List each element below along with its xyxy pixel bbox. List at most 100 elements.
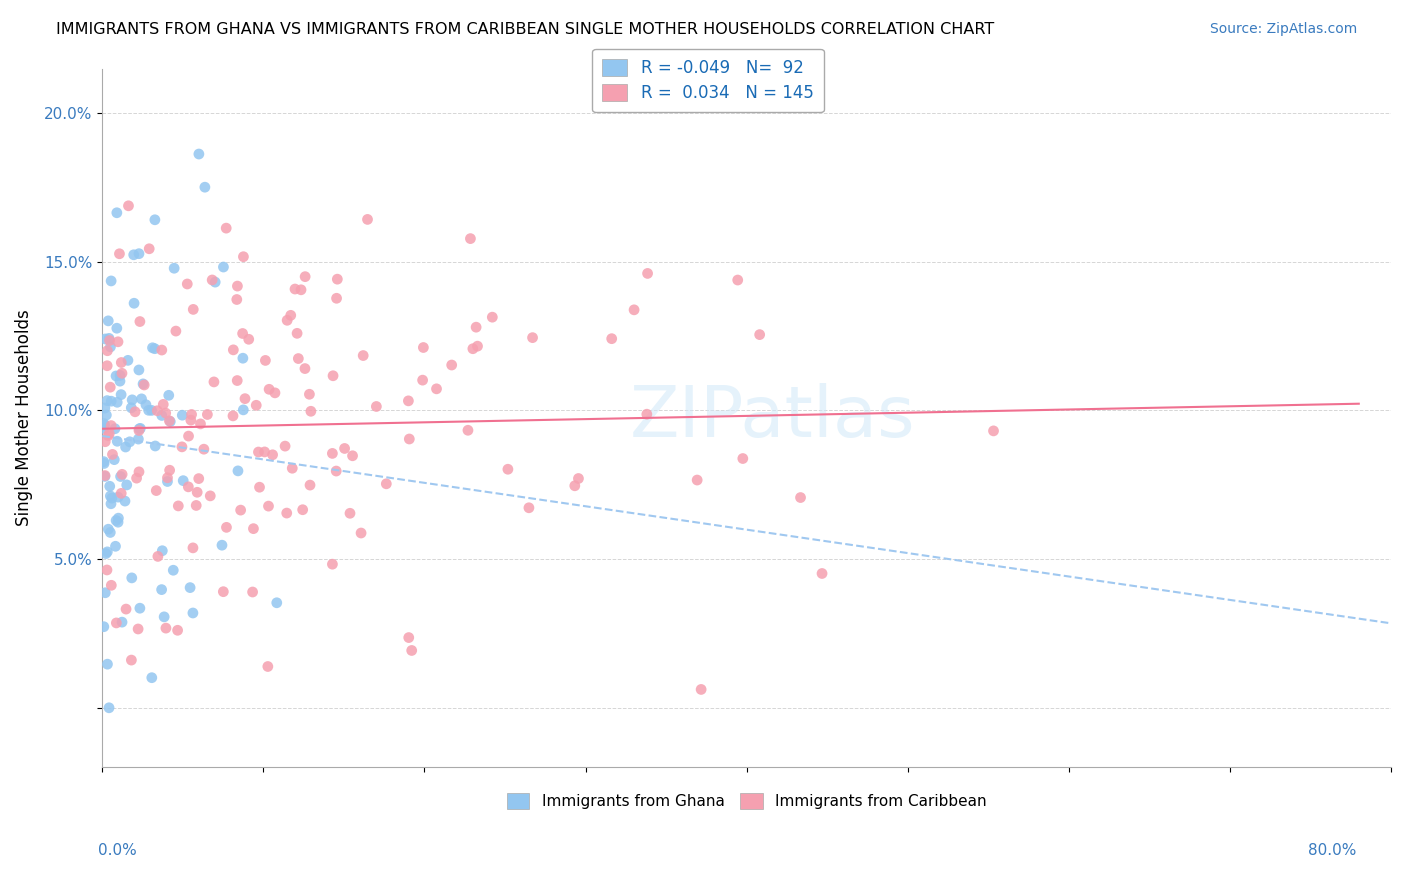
Point <box>96 563 118 577</box>
Point <box>299 404 322 418</box>
Point <box>105 321 128 335</box>
Point <box>253 445 276 459</box>
Point <box>141 341 163 355</box>
Point <box>262 448 284 462</box>
Point <box>276 506 298 520</box>
Point <box>162 563 184 577</box>
Point <box>181 541 204 555</box>
Point <box>138 242 160 256</box>
Point <box>247 445 270 459</box>
Point <box>600 332 623 346</box>
Point <box>150 582 173 597</box>
Point <box>156 471 179 485</box>
Point <box>100 497 122 511</box>
Point <box>290 283 312 297</box>
Point <box>108 246 131 260</box>
Point <box>229 503 252 517</box>
Point <box>215 520 238 534</box>
Point <box>94 401 117 415</box>
Point <box>375 476 398 491</box>
Point <box>159 415 181 429</box>
Point <box>157 414 180 428</box>
Point <box>352 349 374 363</box>
Point <box>212 260 235 274</box>
Point <box>256 659 278 673</box>
Point <box>141 403 163 417</box>
Point <box>517 500 540 515</box>
Point <box>176 277 198 291</box>
Point <box>124 405 146 419</box>
Point <box>110 387 132 401</box>
Point <box>128 465 150 479</box>
Point <box>226 279 249 293</box>
Point <box>481 310 503 325</box>
Point <box>97 428 120 442</box>
Point <box>983 424 1005 438</box>
Point <box>727 273 749 287</box>
Point <box>811 566 834 581</box>
Point <box>115 602 138 616</box>
Point <box>107 490 129 504</box>
Point <box>190 417 212 431</box>
Point <box>107 511 129 525</box>
Point <box>100 578 122 592</box>
Point <box>396 393 419 408</box>
Point <box>157 388 180 402</box>
Point <box>425 382 447 396</box>
Point <box>195 408 218 422</box>
Point <box>105 514 128 528</box>
Point <box>128 314 150 328</box>
Point <box>93 417 115 431</box>
Point <box>110 486 132 500</box>
Point <box>141 671 163 685</box>
Point <box>226 464 249 478</box>
Point <box>567 471 589 485</box>
Point <box>134 378 156 392</box>
Point <box>280 309 302 323</box>
Point <box>398 432 420 446</box>
Point <box>100 340 122 354</box>
Y-axis label: Single Mother Households: Single Mother Households <box>15 310 32 526</box>
Point <box>156 475 179 489</box>
Point <box>356 212 378 227</box>
Point <box>398 631 420 645</box>
Point <box>150 543 173 558</box>
Point <box>121 571 143 585</box>
Point <box>180 408 202 422</box>
Point <box>131 392 153 406</box>
Point <box>98 380 121 394</box>
Point <box>93 455 115 469</box>
Point <box>366 400 388 414</box>
Point <box>731 451 754 466</box>
Point <box>153 610 176 624</box>
Point <box>350 526 373 541</box>
Point <box>165 324 187 338</box>
Point <box>232 351 254 366</box>
Point <box>285 326 308 341</box>
Point <box>103 452 125 467</box>
Text: IMMIGRANTS FROM GHANA VS IMMIGRANTS FROM CARIBBEAN SINGLE MOTHER HOUSEHOLDS CORR: IMMIGRANTS FROM GHANA VS IMMIGRANTS FROM… <box>56 22 994 37</box>
Point <box>96 545 118 559</box>
Point <box>120 653 142 667</box>
Text: 80.0%: 80.0% <box>1309 843 1357 858</box>
Point <box>291 502 314 516</box>
Point <box>232 250 254 264</box>
Point <box>170 440 193 454</box>
Point <box>177 480 200 494</box>
Point <box>215 221 238 235</box>
Point <box>122 296 145 310</box>
Point <box>254 353 277 368</box>
Point <box>100 418 122 433</box>
Point <box>107 515 129 529</box>
Point <box>146 403 169 417</box>
Point <box>276 313 298 327</box>
Point <box>298 387 321 401</box>
Point <box>748 327 770 342</box>
Point <box>128 601 150 615</box>
Point <box>128 422 150 436</box>
Point <box>93 620 115 634</box>
Point <box>284 282 307 296</box>
Point <box>202 375 225 389</box>
Point <box>322 368 344 383</box>
Point <box>496 462 519 476</box>
